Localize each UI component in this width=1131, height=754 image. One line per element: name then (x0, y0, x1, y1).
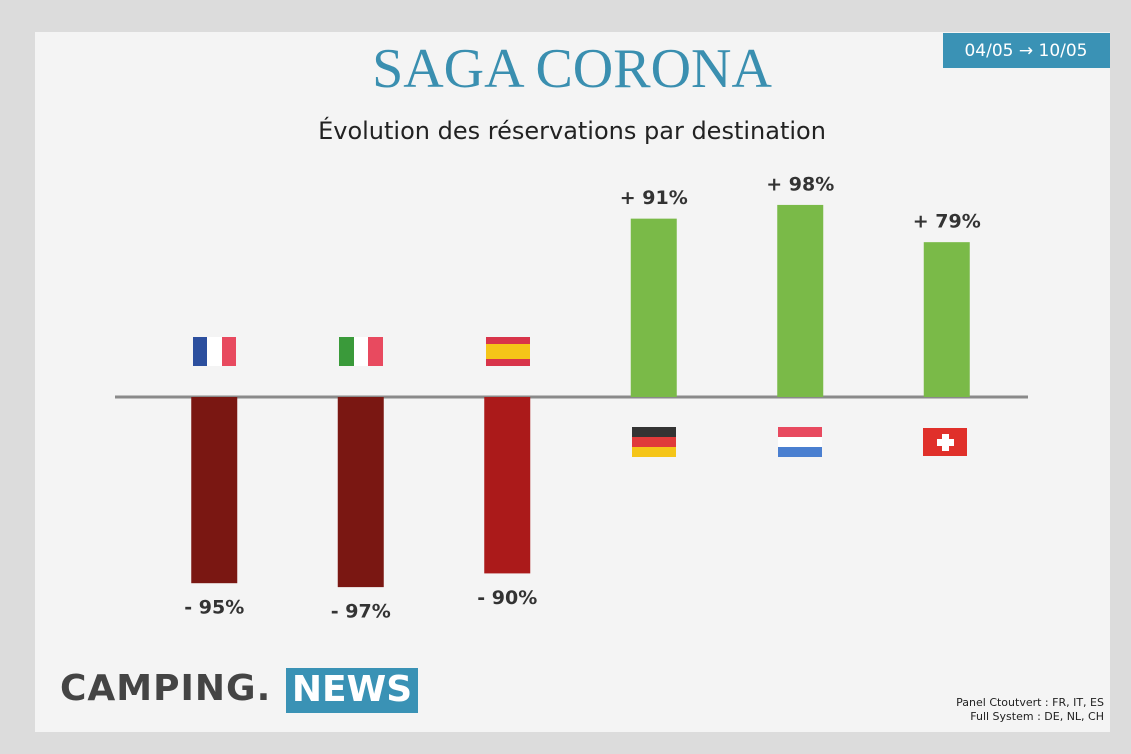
value-label: + 91% (620, 187, 688, 209)
value-label: - 97% (331, 601, 391, 623)
note: Panel Ctoutvert : FR, IT, ES (956, 696, 1104, 709)
flag-de (632, 427, 676, 457)
flag-fr (193, 337, 236, 366)
value-label: - 90% (477, 587, 537, 609)
bar (777, 204, 824, 397)
logo-right: NEWS (292, 669, 412, 710)
logo-box (286, 668, 418, 713)
bar (191, 397, 238, 584)
logo-left: CAMPING. (60, 668, 271, 709)
bar (630, 218, 677, 397)
flag-it (339, 337, 383, 366)
flag-es (486, 337, 530, 366)
bar (484, 397, 531, 574)
value-label: - 95% (184, 597, 244, 619)
period-badge (943, 33, 1110, 68)
chart-title: SAGA CORONA (372, 38, 772, 100)
value-label: + 98% (766, 173, 834, 195)
flag-ch (923, 428, 967, 456)
chart-subtitle: Évolution des réservations par destinati… (318, 116, 826, 145)
value-label: + 79% (913, 211, 981, 233)
bar (923, 242, 970, 397)
bar (337, 397, 384, 588)
flag-nl (778, 427, 822, 457)
note: Full System : DE, NL, CH (970, 710, 1104, 723)
period-label: 04/05 → 10/05 (964, 41, 1087, 61)
